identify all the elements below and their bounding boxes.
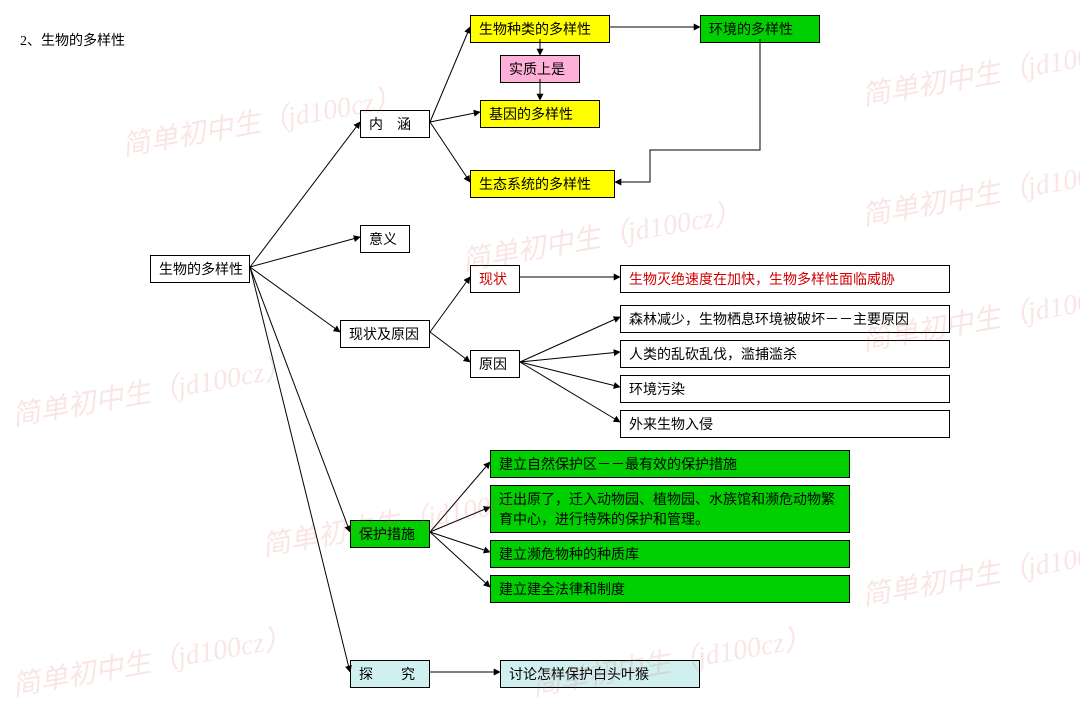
node-yiyi: 意义 <box>360 225 410 253</box>
node-xz1: 生物灭绝速度在加快，生物多样性面临威胁 <box>620 265 950 293</box>
page-title: 2、生物的多样性 <box>20 30 125 50</box>
node-xz: 现状 <box>470 265 520 293</box>
watermark: 简单初中生（jd100cz） <box>9 346 295 435</box>
watermark: 简单初中生（jd100cz） <box>859 526 1080 615</box>
node-y1: 森林减少，生物栖息环境被破坏－－主要原因 <box>620 305 950 333</box>
node-b1: 建立自然保护区－－最有效的保护措施 <box>490 450 850 478</box>
node-y2: 人类的乱砍乱伐，滥捕滥杀 <box>620 340 950 368</box>
node-b2: 迁出原了，迁入动物园、植物园、水族馆和濒危动物繁育中心，进行特殊的保护和管理。 <box>490 485 850 533</box>
node-xianzhuang: 现状及原因 <box>340 320 430 348</box>
node-yuanyin: 原因 <box>470 350 520 378</box>
node-tanjiu: 探 究 <box>350 660 430 688</box>
node-b4: 建立建全法律和制度 <box>490 575 850 603</box>
node-shizhi: 实质上是 <box>500 55 580 83</box>
watermark: 简单初中生（jd100cz） <box>9 616 295 705</box>
watermark: 简单初中生（jd100cz） <box>859 146 1080 235</box>
node-root: 生物的多样性 <box>150 255 250 283</box>
node-jiyin: 基因的多样性 <box>480 100 600 128</box>
node-y4: 外来生物入侵 <box>620 410 950 438</box>
node-t1: 讨论怎样保护白头叶猴 <box>500 660 700 688</box>
node-baohu: 保护措施 <box>350 520 430 548</box>
node-huanjing: 环境的多样性 <box>700 15 820 43</box>
node-b3: 建立濒危物种的种质库 <box>490 540 850 568</box>
watermark: 简单初中生（jd100cz） <box>859 26 1080 115</box>
node-neihan: 内 涵 <box>360 110 430 138</box>
node-zhonglei: 生物种类的多样性 <box>470 15 610 43</box>
node-y3: 环境污染 <box>620 375 950 403</box>
node-shengtai: 生态系统的多样性 <box>470 170 615 198</box>
